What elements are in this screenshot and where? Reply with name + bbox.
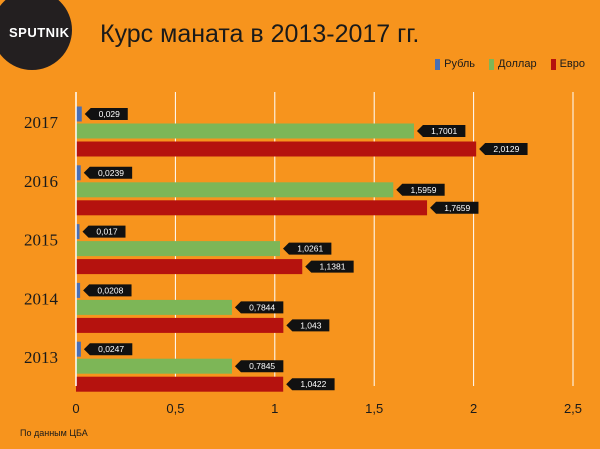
bar-ruble-2016 xyxy=(76,165,81,181)
bar-euro-2014 xyxy=(76,317,284,333)
data-label-ruble-2017: 0,029 xyxy=(99,109,121,119)
data-label-ruble-2013: 0,0247 xyxy=(98,344,124,354)
data-label-euro-2017: 2,0129 xyxy=(493,144,519,154)
x-tick-label: 2 xyxy=(470,401,477,416)
y-tick-label: 2013 xyxy=(24,348,58,367)
bar-ruble-2015 xyxy=(76,224,80,240)
legend-label-dollar: Доллар xyxy=(498,58,537,70)
data-label-ruble-2016: 0,0239 xyxy=(98,168,124,178)
data-label-bg xyxy=(282,242,332,255)
y-tick-label: 2017 xyxy=(24,113,59,132)
data-label-dollar-2014: 0,7844 xyxy=(249,302,275,312)
chart-title: Курс маната в 2013-2017 гг. xyxy=(100,20,420,48)
x-tick-label: 2,5 xyxy=(564,401,582,416)
bar-dollar-2014 xyxy=(76,299,232,315)
data-label-bg xyxy=(84,108,128,120)
y-tick-label: 2016 xyxy=(24,172,58,191)
data-label-bg xyxy=(286,319,330,332)
data-label-bg xyxy=(83,343,133,356)
sputnik-logo: SPUTNIK xyxy=(0,0,72,70)
data-label-euro-2014: 1,043 xyxy=(300,320,322,330)
legend-swatch-ruble xyxy=(435,58,441,70)
x-tick-label: 0,5 xyxy=(166,401,184,416)
data-labels: 0,029 1,7001 2,0129 0,0239 1,5959 1,7659 0,017… xyxy=(82,108,528,391)
bar-euro-2015 xyxy=(76,259,303,275)
source-note: По данным ЦБА xyxy=(20,428,88,438)
data-label-euro-2015: 1,1381 xyxy=(319,262,345,272)
bars xyxy=(76,106,477,392)
legend-item-ruble: Рубль xyxy=(435,58,475,70)
bar-euro-2016 xyxy=(76,200,428,216)
bar-euro-2013 xyxy=(76,376,284,392)
logo-text: SPUTNIK xyxy=(9,25,70,40)
data-label-dollar-2017: 1,7001 xyxy=(431,126,457,136)
data-label-dollar-2013: 0,7845 xyxy=(249,361,275,371)
bar-ruble-2017 xyxy=(76,106,82,122)
legend-item-dollar: Доллар xyxy=(489,58,537,70)
data-label-bg xyxy=(305,260,354,273)
bar-dollar-2017 xyxy=(76,123,414,139)
bar-dollar-2015 xyxy=(76,241,280,257)
legend-swatch-dollar xyxy=(489,58,495,70)
legend: Рубль Доллар Евро xyxy=(435,58,585,70)
y-tick-label: 2015 xyxy=(24,231,58,250)
legend-label-ruble: Рубль xyxy=(444,58,476,70)
data-label-bg xyxy=(479,143,528,155)
data-label-bg xyxy=(234,360,284,373)
data-label-bg xyxy=(83,284,132,297)
data-label-euro-2016: 1,7659 xyxy=(444,203,470,213)
data-label-bg xyxy=(430,201,479,214)
y-tick-label: 2014 xyxy=(24,289,59,308)
data-label-bg xyxy=(82,225,126,238)
data-label-bg xyxy=(234,301,284,314)
bar-dollar-2013 xyxy=(76,358,232,374)
data-label-bg xyxy=(416,125,466,137)
data-label-ruble-2015: 0,017 xyxy=(96,227,118,237)
axes: 0 0,5 1 1,5 2 2,5 2017 2016 2015 2014 2013 xyxy=(24,92,582,416)
data-label-ruble-2014: 0,0208 xyxy=(97,285,123,295)
data-label-bg xyxy=(83,166,133,179)
bar-ruble-2013 xyxy=(76,341,81,357)
legend-swatch-euro xyxy=(550,58,556,70)
data-label-dollar-2016: 1,5959 xyxy=(410,185,436,195)
legend-item-euro: Евро xyxy=(550,58,585,70)
data-label-euro-2013: 1,0422 xyxy=(300,379,326,389)
bar-euro-2017 xyxy=(76,141,477,157)
x-tick-label: 1 xyxy=(271,401,278,416)
x-tick-label: 0 xyxy=(72,401,79,416)
data-label-bg xyxy=(396,183,445,196)
data-label-dollar-2015: 1,0261 xyxy=(297,244,323,254)
legend-label-euro: Евро xyxy=(559,58,585,70)
bar-dollar-2016 xyxy=(76,182,394,198)
bar-ruble-2014 xyxy=(76,282,81,298)
x-tick-label: 1,5 xyxy=(365,401,383,416)
data-label-bg xyxy=(286,378,335,391)
